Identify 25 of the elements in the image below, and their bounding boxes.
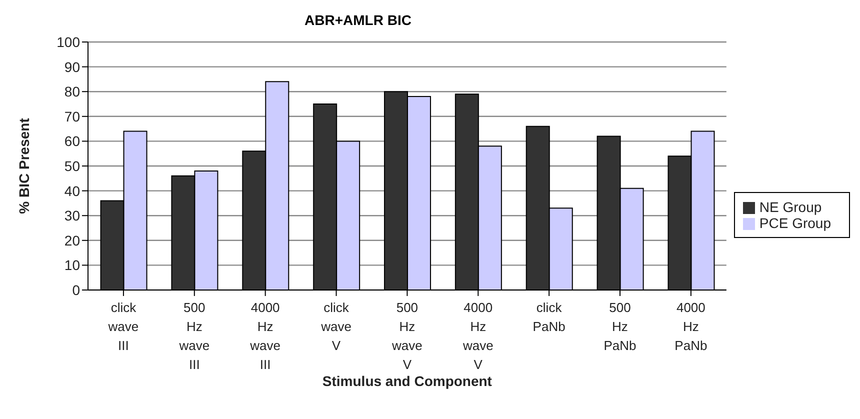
y-tick-label: 90 xyxy=(64,58,80,75)
y-tick-label: 0 xyxy=(72,282,80,298)
legend-label: PCE Group xyxy=(759,215,831,231)
legend-label: NE Group xyxy=(759,199,822,215)
chart-title: ABR+AMLR BIC xyxy=(304,11,412,30)
x-tick-label: 4000 Hz PaNb xyxy=(674,300,708,353)
y-tick-label: 20 xyxy=(64,232,80,248)
y-tick-label: 30 xyxy=(64,208,80,224)
x-tick-label: 4000 Hz wave V xyxy=(462,300,494,372)
x-tick-label: 500 Hz wave V xyxy=(391,300,422,372)
y-tick-label: 50 xyxy=(64,158,80,174)
y-tick-label: 80 xyxy=(64,84,80,100)
x-tick-label: 4000 Hz wave III xyxy=(249,300,281,372)
x-tick-label: 500 Hz wave III xyxy=(178,300,210,372)
y-axis-title: % BIC Present xyxy=(16,118,32,214)
x-tick-label: click PaNb xyxy=(532,300,566,334)
y-tick-label: 40 xyxy=(64,182,80,199)
y-tick-label: 70 xyxy=(64,108,80,124)
x-tick-label: click wave V xyxy=(320,300,352,353)
y-tick-label: 10 xyxy=(64,257,80,274)
x-axis-title: Stimulus and Component xyxy=(322,373,492,389)
x-tick-label: 500 Hz PaNb xyxy=(604,300,636,353)
x-tick-label: click wave III xyxy=(107,300,139,353)
y-tick-label: 100 xyxy=(56,34,80,50)
y-tick-label: 60 xyxy=(64,133,80,150)
